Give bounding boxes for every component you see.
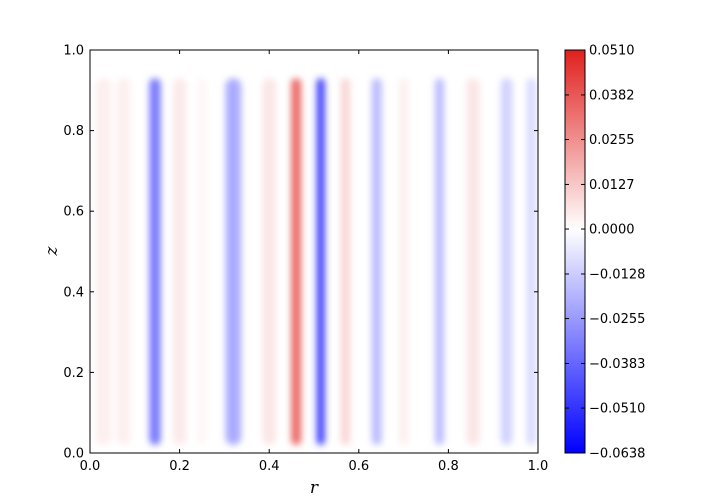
plot-background: [90, 50, 538, 453]
x-tick-label: 0.8: [438, 459, 459, 474]
colorbar-ticks: 0.0510 0.0382 0.0255 0.0127 0.0000 −0.0128 −0.…: [565, 44, 645, 462]
x-tick-label: 0.2: [169, 459, 190, 474]
y-tick-label: 0.0: [63, 447, 84, 462]
colorbar-tick-label: 0.0510: [589, 44, 635, 59]
x-axis-label: r: [310, 478, 319, 498]
heatmap-band: [197, 78, 207, 445]
heatmap-band: [501, 78, 513, 445]
heatmap-band: [371, 78, 382, 445]
y-tick-label: 0.6: [63, 205, 84, 220]
colorbar-tick-label: 0.0382: [589, 88, 635, 103]
heatmap-band: [526, 78, 536, 445]
colorbar-tick-label: 0.0000: [589, 223, 635, 238]
heatmap-bands: [95, 78, 536, 445]
colorbar: [564, 49, 586, 454]
colorbar-tick-label: −0.0255: [589, 312, 645, 327]
x-tick-label: 0.4: [259, 459, 280, 474]
x-tick-label: 0.0: [80, 459, 101, 474]
y-axis-label: z: [42, 245, 62, 256]
heatmap-band: [316, 78, 325, 445]
heatmap-band: [149, 78, 161, 445]
colorbar-tick-label: −0.0383: [589, 357, 645, 372]
x-tick-label: 0.6: [348, 459, 369, 474]
heatmap-band: [95, 78, 112, 445]
heatmap-band: [262, 78, 276, 445]
plot-frame: [89, 49, 539, 454]
colorbar-tick-label: −0.0128: [589, 267, 645, 282]
y-tick-label: 0.2: [63, 366, 84, 381]
band-group: [95, 78, 536, 445]
heatmap-band: [225, 78, 242, 445]
y-tick-label: 0.4: [63, 285, 84, 300]
heatmap-band: [291, 78, 302, 445]
colorbar-tick-label: −0.0510: [589, 402, 645, 417]
y-tick-label: 1.0: [63, 44, 84, 59]
x-axis-ticks: 0.0 0.2 0.4 0.6 0.8 1.0: [80, 50, 549, 474]
y-axis-ticks: 0.0 0.2 0.4 0.6 0.8 1.0: [63, 44, 538, 462]
heatmap-band: [435, 78, 444, 445]
colorbar-tick-label: −0.0638: [589, 447, 645, 462]
heatmap-band: [116, 78, 131, 445]
colorbar-tick-label: 0.0127: [589, 178, 635, 193]
heatmap-band: [340, 78, 350, 445]
heatmap-band: [466, 78, 480, 445]
y-tick-label: 0.8: [63, 124, 84, 139]
heatmap-band: [399, 78, 409, 445]
colorbar-tick-label: 0.0255: [589, 133, 635, 148]
heatmap-band: [172, 78, 187, 445]
x-tick-label: 1.0: [528, 459, 549, 474]
